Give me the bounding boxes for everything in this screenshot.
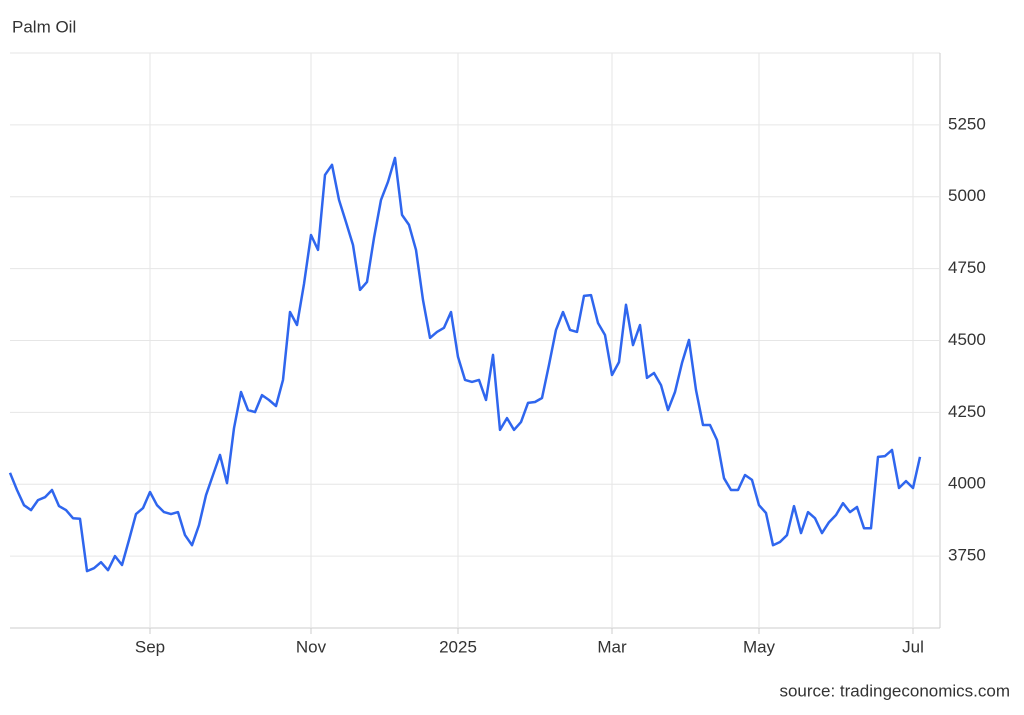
x-tick-label: May <box>743 637 776 656</box>
chart-title: Palm Oil <box>12 17 76 36</box>
source-note: source: tradingeconomics.com <box>779 681 1010 700</box>
y-tick-label: 5000 <box>948 186 986 205</box>
x-tick-label: 2025 <box>439 637 477 656</box>
y-tick-label: 4250 <box>948 402 986 421</box>
y-tick-label: 3750 <box>948 546 986 565</box>
y-tick-label: 5250 <box>948 114 986 133</box>
x-tick-label: Nov <box>296 637 327 656</box>
price-line <box>8 156 922 573</box>
y-tick-label: 4750 <box>948 258 986 277</box>
y-tick-label: 4000 <box>948 474 986 493</box>
y-tick-label: 4500 <box>948 330 986 349</box>
x-tick-label: Sep <box>135 637 165 656</box>
x-tick-label: Mar <box>597 637 627 656</box>
x-tick-label: Jul <box>902 637 924 656</box>
